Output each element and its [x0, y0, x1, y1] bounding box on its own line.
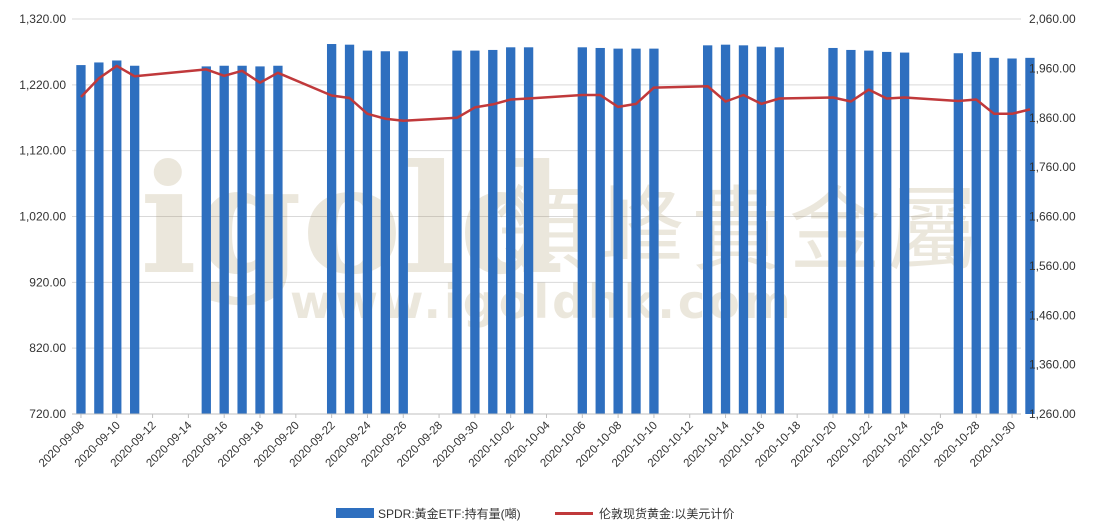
- bar: [828, 47, 838, 414]
- left-tick-label: 720.00: [29, 407, 66, 421]
- bar: [756, 46, 767, 415]
- right-tick-label: 2,060.00: [1029, 12, 1076, 26]
- bar: [237, 65, 247, 414]
- bar: [398, 51, 408, 415]
- left-tick-label: 1,320.00: [19, 12, 66, 26]
- bar: [130, 65, 140, 414]
- right-tick-label: 1,260.00: [1029, 407, 1076, 421]
- bar: [326, 44, 337, 415]
- bar: [255, 66, 265, 415]
- watermark-brand-cn: 領峰貴金屬: [495, 177, 985, 284]
- legend-label-line: 伦敦现货黄金:以美元计价: [599, 506, 734, 521]
- bar: [899, 52, 910, 414]
- line-series: [80, 64, 1031, 122]
- bar: [94, 62, 104, 414]
- bar: [523, 47, 534, 414]
- bar: [613, 48, 623, 414]
- left-tick-label: 1,020.00: [19, 210, 66, 224]
- bar: [76, 65, 86, 414]
- left-axis: 720.00 820.00 920.00 1,020.00 1,120.00 1,220.…: [19, 12, 66, 421]
- bar: [702, 45, 713, 414]
- price-line: [80, 64, 1031, 122]
- legend-swatch-line: [555, 512, 593, 515]
- right-tick-label: 1,860.00: [1029, 111, 1076, 125]
- bar: [1007, 58, 1017, 414]
- bar: [273, 65, 283, 414]
- right-tick-label: 1,760.00: [1029, 160, 1076, 174]
- bar: [864, 50, 874, 414]
- left-tick-label: 920.00: [29, 275, 66, 289]
- bar: [595, 47, 605, 414]
- x-axis: 2020-09-082020-09-102020-09-122020-09-14…: [37, 413, 1021, 470]
- bar: [846, 49, 856, 415]
- bar: [774, 47, 784, 414]
- right-tick-label: 1,460.00: [1029, 308, 1076, 322]
- bar: [470, 50, 480, 414]
- legend: SPDR:黃金ETF:持有量(噸) 伦敦现货黄金:以美元计价: [336, 506, 734, 521]
- bar: [971, 51, 981, 415]
- bar: [577, 47, 587, 414]
- left-tick-label: 1,120.00: [19, 144, 66, 158]
- right-axis: 1,260.00 1,360.00 1,460.00 1,560.00 1,660.00…: [1029, 12, 1076, 421]
- bar: [201, 66, 211, 415]
- bar: [452, 50, 462, 414]
- legend-label-bar: SPDR:黃金ETF:持有量(噸): [378, 506, 521, 521]
- bars: [76, 44, 1035, 415]
- bar: [380, 51, 391, 415]
- bar: [506, 47, 516, 414]
- bar: [989, 57, 999, 414]
- watermark: igold 領峰貴金屬 www.igoldhk.com: [140, 132, 985, 329]
- right-tick-label: 1,660.00: [1029, 210, 1076, 224]
- bar: [882, 51, 892, 415]
- bar: [953, 53, 963, 414]
- bar: [649, 48, 659, 414]
- legend-swatch-bar: [336, 508, 374, 518]
- bar: [488, 49, 498, 415]
- bar: [112, 60, 122, 414]
- bar: [344, 44, 355, 415]
- left-tick-label: 820.00: [29, 341, 66, 355]
- bar: [1025, 57, 1035, 414]
- bar: [631, 48, 641, 414]
- bar: [720, 44, 731, 415]
- left-tick-label: 1,220.00: [19, 78, 66, 92]
- bar: [219, 65, 229, 414]
- right-tick-label: 1,360.00: [1029, 358, 1076, 372]
- right-tick-label: 1,960.00: [1029, 61, 1076, 75]
- right-tick-label: 1,560.00: [1029, 259, 1076, 273]
- grid: [72, 18, 1021, 415]
- bar: [362, 50, 373, 414]
- bar: [738, 45, 749, 414]
